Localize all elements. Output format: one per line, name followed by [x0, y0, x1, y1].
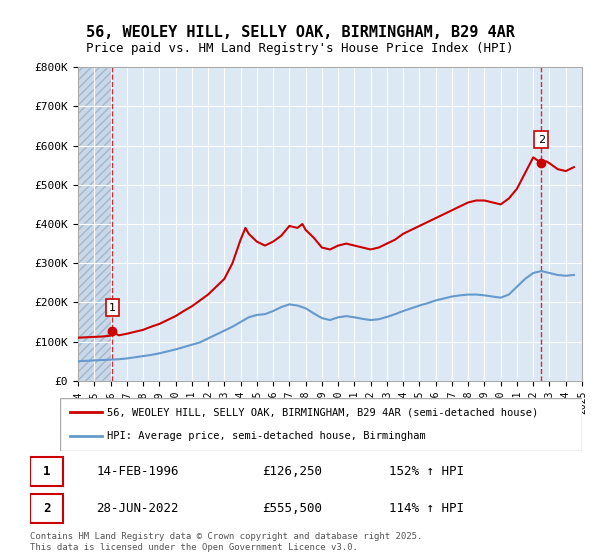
Text: 2: 2: [43, 502, 50, 515]
Bar: [78, 67, 112, 381]
Text: 1: 1: [109, 303, 116, 313]
FancyBboxPatch shape: [30, 494, 63, 523]
Text: 152% ↑ HPI: 152% ↑ HPI: [389, 465, 464, 478]
FancyBboxPatch shape: [60, 398, 582, 451]
Bar: [78, 67, 112, 381]
Text: £555,500: £555,500: [262, 502, 322, 515]
Text: £126,250: £126,250: [262, 465, 322, 478]
Text: 1: 1: [43, 465, 50, 478]
Text: 56, WEOLEY HILL, SELLY OAK, BIRMINGHAM, B29 4AR: 56, WEOLEY HILL, SELLY OAK, BIRMINGHAM, …: [86, 25, 514, 40]
Text: 28-JUN-2022: 28-JUN-2022: [96, 502, 179, 515]
Text: HPI: Average price, semi-detached house, Birmingham: HPI: Average price, semi-detached house,…: [107, 431, 426, 441]
Text: Contains HM Land Registry data © Crown copyright and database right 2025.
This d: Contains HM Land Registry data © Crown c…: [30, 532, 422, 552]
Text: 2: 2: [538, 134, 545, 144]
Text: 114% ↑ HPI: 114% ↑ HPI: [389, 502, 464, 515]
FancyBboxPatch shape: [30, 457, 63, 486]
Text: 56, WEOLEY HILL, SELLY OAK, BIRMINGHAM, B29 4AR (semi-detached house): 56, WEOLEY HILL, SELLY OAK, BIRMINGHAM, …: [107, 408, 538, 418]
Text: 14-FEB-1996: 14-FEB-1996: [96, 465, 179, 478]
Text: Price paid vs. HM Land Registry's House Price Index (HPI): Price paid vs. HM Land Registry's House …: [86, 42, 514, 55]
